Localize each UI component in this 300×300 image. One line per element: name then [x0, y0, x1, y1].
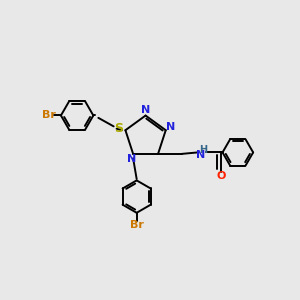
Text: N: N	[167, 122, 176, 132]
Text: H: H	[199, 145, 207, 155]
Text: N: N	[196, 150, 205, 160]
Text: N: N	[141, 105, 150, 115]
Text: S: S	[114, 122, 123, 135]
Text: Br: Br	[130, 220, 144, 230]
Text: Br: Br	[42, 110, 56, 121]
Text: N: N	[127, 154, 136, 164]
Text: O: O	[217, 171, 226, 181]
